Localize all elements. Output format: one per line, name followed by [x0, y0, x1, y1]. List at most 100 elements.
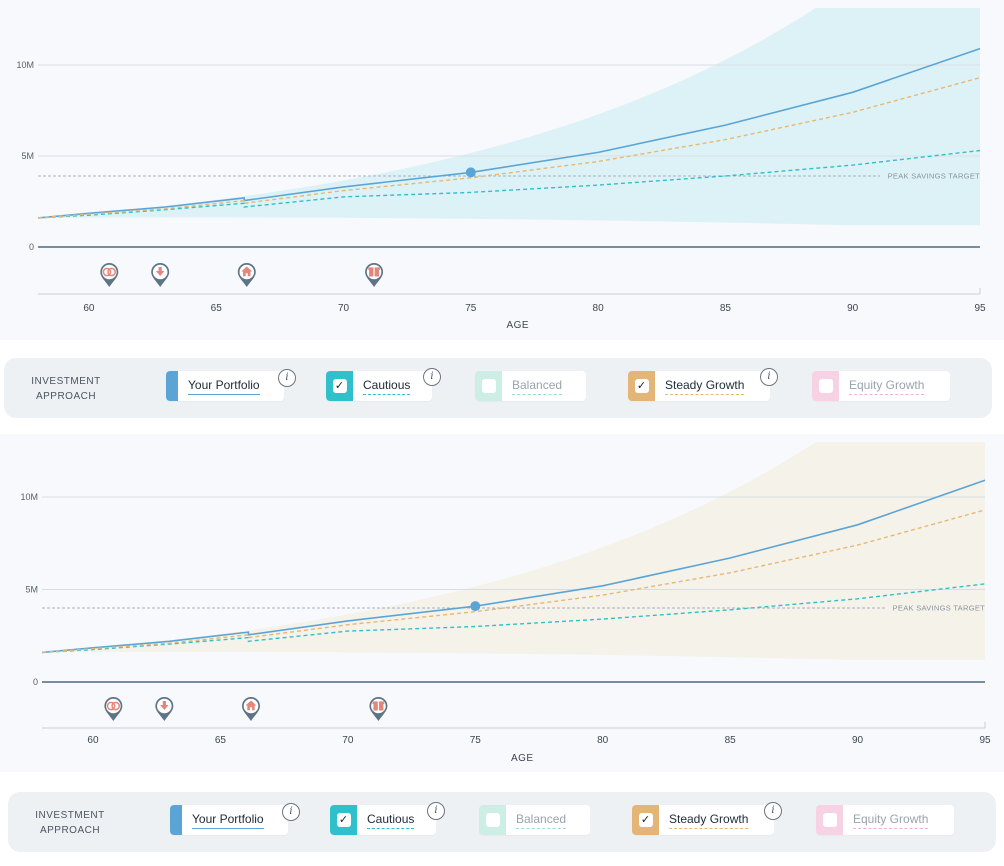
- rings-icon: [102, 267, 112, 277]
- x-tick-label: 65: [211, 303, 223, 314]
- legend-swatch: [475, 371, 502, 401]
- x-tick-label: 75: [465, 303, 477, 314]
- legend-title: INVESTMENT APPROACH: [16, 374, 116, 404]
- legend-chip-equity-growth[interactable]: Equity Growth: [812, 371, 950, 401]
- house-icon: [241, 266, 253, 277]
- legend-chip-your-portfolio[interactable]: Your Portfolio: [166, 371, 284, 401]
- event-pin[interactable]: [104, 697, 123, 721]
- y-tick-label: 5M: [21, 151, 34, 161]
- legend-chip-steady-growth[interactable]: ✓ Steady Growth: [628, 371, 770, 401]
- info-icon[interactable]: i: [427, 802, 445, 820]
- legend-label: Cautious: [367, 812, 415, 829]
- x-tick-label: 60: [83, 303, 95, 314]
- y-tick-label: 10M: [16, 60, 34, 70]
- event-pin[interactable]: [155, 697, 174, 721]
- event-pin[interactable]: [369, 697, 388, 721]
- legend-bar-top: INVESTMENT APPROACH Your Portfolio i ✓ Caut…: [4, 358, 992, 418]
- checkbox-empty-icon[interactable]: [485, 813, 500, 827]
- peak-savings-target-label: PEAK SAVINGS TARGET: [888, 172, 981, 181]
- legend-label: Your Portfolio: [188, 378, 260, 395]
- y-tick-label: 5M: [25, 585, 38, 595]
- rings-icon: [111, 701, 121, 711]
- download-icon: [160, 701, 169, 710]
- event-pin[interactable]: [237, 263, 256, 287]
- info-icon[interactable]: i: [282, 803, 300, 821]
- savings-chart-top: 0 5M 10M PEAK SAVINGS TARGET 60 65 70 75 80 85 90 9…: [16, 8, 986, 331]
- legend-title-line2: APPROACH: [39, 825, 101, 836]
- series-line-cautious: [41, 583, 986, 654]
- x-tick-label: 70: [342, 735, 354, 746]
- x-axis-title: AGE: [511, 753, 534, 764]
- legend-bar-bottom: INVESTMENT APPROACH Your Portfolio i ✓ Caut…: [8, 792, 996, 852]
- legend-title: INVESTMENT APPROACH: [20, 808, 120, 838]
- legend-swatch: [812, 371, 839, 401]
- checkbox-checked-icon[interactable]: ✓: [336, 813, 351, 827]
- legend-label: Cautious: [363, 378, 411, 395]
- checkbox-checked-icon[interactable]: ✓: [638, 813, 653, 827]
- checkbox-checked-icon[interactable]: ✓: [332, 379, 347, 393]
- series-line-steady-growth: [37, 77, 981, 219]
- legend-swatch: [170, 805, 182, 835]
- series-line-steady-growth: [41, 509, 986, 654]
- info-icon[interactable]: i: [278, 369, 296, 387]
- series-line-your-portfolio: [41, 479, 986, 654]
- x-tick-label: 85: [720, 303, 732, 314]
- y-tick-label: 10M: [20, 492, 38, 502]
- x-tick-label: 70: [338, 303, 350, 314]
- x-tick-label: 95: [979, 735, 991, 746]
- checkbox-empty-icon[interactable]: [818, 379, 833, 393]
- legend-label: Steady Growth: [669, 812, 749, 829]
- series-line-cautious: [37, 149, 981, 219]
- checkbox-empty-icon[interactable]: [481, 379, 496, 393]
- legend-chip-steady-growth[interactable]: ✓ Steady Growth: [632, 805, 774, 835]
- legend-label: Steady Growth: [665, 378, 745, 395]
- legend-title-line2: APPROACH: [35, 391, 97, 402]
- x-tick-label: 80: [597, 735, 609, 746]
- x-tick-label: 60: [87, 735, 99, 746]
- event-pin[interactable]: [100, 263, 119, 287]
- legend-swatch: ✓: [326, 371, 353, 401]
- info-icon[interactable]: i: [764, 802, 782, 820]
- event-pin[interactable]: [241, 697, 260, 721]
- rings-icon: [107, 267, 116, 277]
- series-line-your-portfolio: [37, 47, 981, 219]
- range-band: [42, 442, 985, 660]
- legend-swatch: [166, 371, 178, 401]
- legend-chip-balanced[interactable]: Balanced: [479, 805, 590, 835]
- event-pin[interactable]: [365, 263, 384, 287]
- current-age-marker[interactable]: [465, 167, 476, 178]
- download-icon: [156, 267, 165, 276]
- legend-chip-equity-growth[interactable]: Equity Growth: [816, 805, 954, 835]
- legend-swatch: [479, 805, 506, 835]
- x-tick-label: 95: [974, 303, 986, 314]
- info-icon[interactable]: i: [423, 368, 441, 386]
- legend-title-line1: INVESTMENT: [31, 376, 101, 387]
- checkbox-empty-icon[interactable]: [822, 813, 837, 827]
- event-pin-face: [101, 264, 117, 280]
- legend-swatch: ✓: [330, 805, 357, 835]
- rings-icon: [106, 701, 116, 711]
- legend-swatch: ✓: [628, 371, 655, 401]
- current-age-marker[interactable]: [470, 601, 481, 612]
- x-tick-label: 75: [470, 735, 482, 746]
- legend-label: Equity Growth: [853, 812, 929, 829]
- range-band: [38, 8, 980, 226]
- legend-label: Balanced: [512, 378, 563, 395]
- legend-title-line1: INVESTMENT: [35, 810, 105, 821]
- legend-chip-cautious[interactable]: ✓ Cautious: [330, 805, 436, 835]
- legend-swatch: [816, 805, 843, 835]
- x-tick-label: 85: [725, 735, 737, 746]
- legend-label: Equity Growth: [849, 378, 925, 395]
- legend-chip-cautious[interactable]: ✓ Cautious: [326, 371, 432, 401]
- event-pin[interactable]: [151, 263, 170, 287]
- y-tick-label: 0: [33, 677, 38, 687]
- info-icon[interactable]: i: [760, 368, 778, 386]
- legend-chip-your-portfolio[interactable]: Your Portfolio: [170, 805, 288, 835]
- chart-panel-top: 0 5M 10M PEAK SAVINGS TARGET 60 65 70 75 80 85 90 9…: [0, 0, 1004, 340]
- checkbox-checked-icon[interactable]: ✓: [634, 379, 649, 393]
- event-pin-face: [106, 698, 121, 714]
- x-tick-label: 90: [852, 735, 864, 746]
- x-tick-label: 80: [593, 303, 605, 314]
- x-axis-title: AGE: [506, 320, 529, 331]
- legend-chip-balanced[interactable]: Balanced: [475, 371, 586, 401]
